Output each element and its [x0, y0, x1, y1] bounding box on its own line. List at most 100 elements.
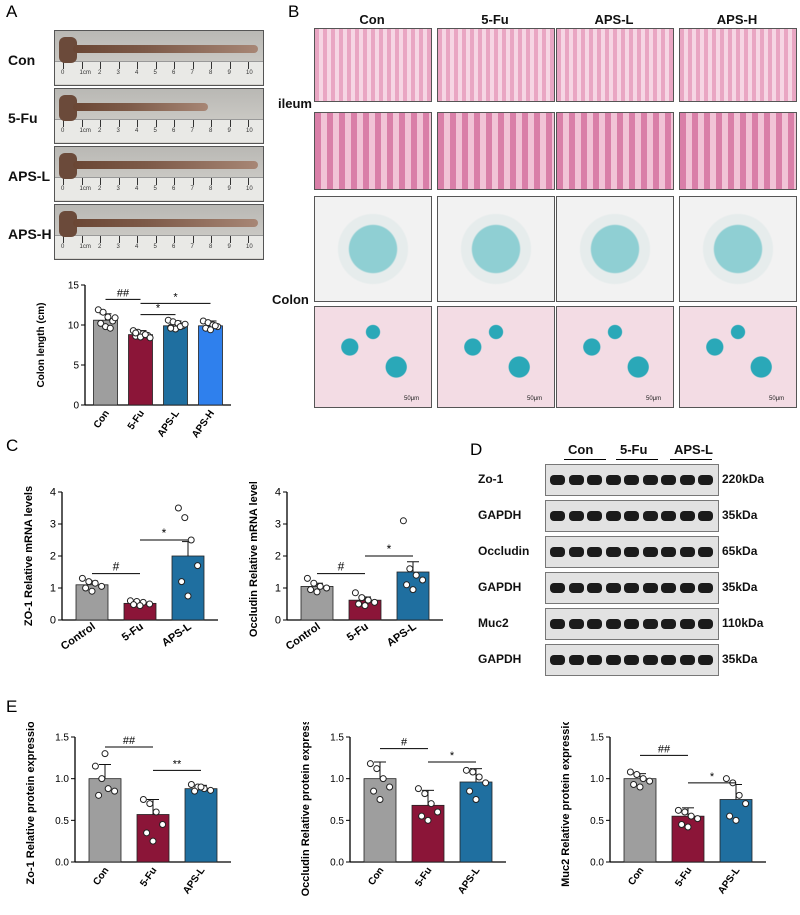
- ruler-tick-label: 9: [227, 244, 231, 250]
- ruler-tick: [81, 120, 83, 127]
- ruler-tick-label: 8: [209, 244, 213, 250]
- significance-label: *: [156, 303, 161, 315]
- blot-band: [624, 655, 639, 665]
- ruler-tick: [81, 236, 83, 243]
- ruler-tick-label: 10: [246, 128, 253, 134]
- blot-strip: [545, 572, 719, 604]
- colon-zoom: [437, 306, 555, 408]
- y-tick-label: 1.5: [330, 733, 344, 744]
- y-tick-label: 4: [275, 487, 281, 499]
- scale-bar-label: 50μm: [769, 396, 785, 402]
- x-tick-label: APS-L: [716, 865, 742, 896]
- ruler-tick: [118, 236, 120, 243]
- data-point: [139, 796, 147, 803]
- ruler-tick: [248, 236, 249, 243]
- data-point: [469, 768, 477, 776]
- x-tick-label: APS-L: [156, 408, 182, 439]
- colon-zoom: [314, 306, 432, 408]
- colon-photo: 01cm234567891011: [54, 30, 264, 86]
- ruler-tick-label: 0: [61, 186, 65, 192]
- data-point: [434, 808, 442, 816]
- zo1-mrna-chart: 0 1 2 3 4 ZO-1 Relative mRNA levels Control 5-F…: [23, 486, 218, 653]
- blot-band: [605, 583, 621, 593]
- ruler-tick-label: 5: [153, 244, 157, 250]
- blot-group-line: [670, 459, 712, 460]
- data-point: [313, 588, 321, 596]
- y-tick-label: 1.5: [590, 733, 604, 744]
- ruler-tick: [174, 178, 175, 185]
- ruler-tick: [248, 62, 249, 69]
- ruler-tick: [155, 62, 157, 69]
- panel-label-d: D: [470, 440, 483, 459]
- ruler-tick-label: 4: [135, 186, 139, 192]
- colon-photo: 01cm234567891011: [54, 146, 264, 202]
- ileum-overview: [679, 28, 797, 102]
- scale-bar-label: 50μm: [404, 396, 420, 402]
- y-tick-label: 1: [50, 583, 56, 595]
- ruler-tick-label: 6: [172, 186, 176, 192]
- ruler-tick-label: 5: [153, 186, 157, 192]
- ruler-tick-label: 9: [227, 128, 231, 134]
- data-point: [104, 313, 112, 321]
- ruler-tick: [248, 178, 249, 185]
- blot-band: [568, 547, 584, 557]
- x-tick-label: 5-Fu: [126, 408, 147, 432]
- blot-band: [698, 547, 713, 557]
- data-point: [211, 322, 219, 330]
- ileum-overview: [314, 28, 432, 102]
- x-tick-label: Control: [59, 621, 98, 653]
- significance-label: *: [173, 291, 178, 303]
- data-point: [316, 582, 324, 590]
- ruler-tick: [211, 62, 212, 69]
- blot-band: [587, 583, 602, 593]
- ruler-tick-label: 6: [172, 244, 176, 250]
- muc2-protein-chart: 0.0 0.5 1.0 1.5 Muc2 Relative protein expres…: [560, 722, 766, 896]
- data-point: [421, 790, 429, 798]
- ruler-tick-label: 4: [135, 70, 139, 76]
- ileum-zoom: [314, 112, 432, 190]
- significance-label: ##: [117, 287, 130, 299]
- data-point: [633, 771, 641, 778]
- data-point: [111, 787, 119, 795]
- blot-band: [679, 583, 695, 593]
- ruler-tick-label: 7: [190, 128, 194, 134]
- blot-strip: [545, 536, 719, 568]
- x-tick-label: Con: [626, 865, 646, 887]
- significance-label: #: [401, 737, 408, 749]
- ruler-tick-label: 2: [98, 186, 102, 192]
- blot-band: [679, 475, 695, 485]
- y-tick-label: 5: [73, 361, 79, 372]
- data-point: [626, 768, 634, 776]
- blot-band: [605, 655, 621, 665]
- blot-band: [679, 655, 695, 665]
- data-point: [141, 331, 149, 339]
- x-tick-label: APS-L: [385, 620, 419, 649]
- ileum-overview: [437, 28, 555, 102]
- blot-band: [642, 619, 658, 629]
- histology-column-label: APS-L: [594, 12, 634, 27]
- data-point: [303, 574, 311, 582]
- band-size: 35kDa: [722, 580, 758, 594]
- ruler-tick: [118, 120, 120, 127]
- blot-group-label: APS-L: [674, 442, 713, 457]
- data-point: [406, 565, 414, 573]
- data-point: [646, 777, 654, 785]
- colon-tissue: [73, 45, 258, 53]
- data-point: [419, 576, 427, 584]
- data-point: [187, 781, 195, 788]
- data-point: [409, 586, 417, 594]
- panel-label-c: C: [6, 436, 19, 455]
- data-point: [364, 596, 372, 604]
- ruler-tick: [100, 120, 101, 127]
- scale-bar-label: 50μm: [527, 396, 543, 402]
- blot-band: [587, 511, 602, 521]
- ruler-tick: [63, 236, 64, 243]
- y-tick-label: 0.5: [590, 816, 604, 827]
- colon-overview: [679, 196, 797, 302]
- data-point: [674, 806, 682, 814]
- significance-label: *: [162, 526, 167, 540]
- ruler-tick: [211, 178, 212, 185]
- bar: [396, 571, 430, 621]
- data-point: [323, 584, 331, 592]
- data-point: [178, 578, 186, 586]
